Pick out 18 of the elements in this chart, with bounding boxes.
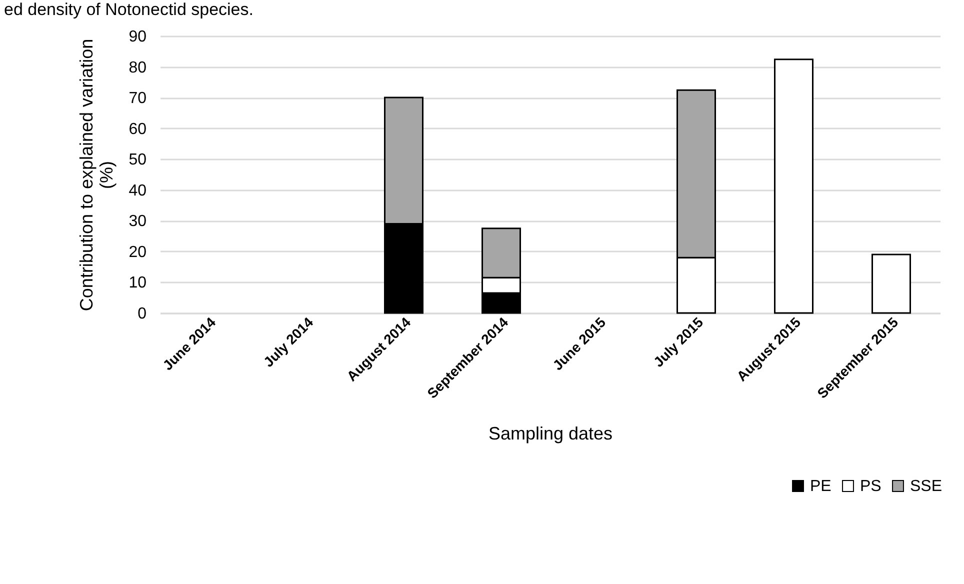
- bar: [872, 254, 911, 314]
- legend-label: PS: [860, 478, 882, 495]
- y-tick-label: 0: [138, 306, 147, 322]
- y-tick-label: 80: [128, 59, 147, 76]
- y-tick-label: 70: [128, 90, 147, 108]
- y-tick-label: 50: [128, 152, 147, 169]
- y-tick-label: 20: [128, 244, 147, 261]
- y-tick-label: 10: [128, 274, 147, 292]
- y-tick-label: 60: [128, 120, 147, 138]
- bar: [774, 58, 814, 314]
- x-axis-title: Sampling dates: [488, 423, 613, 444]
- chart-title: ed density of Notonectid species.: [4, 0, 254, 20]
- legend-label: SSE: [910, 478, 942, 495]
- y-tick-label: 90: [128, 28, 147, 46]
- y-tick-label: 40: [128, 182, 147, 200]
- y-tick-label: 30: [128, 213, 147, 230]
- legend-label: PE: [810, 478, 832, 495]
- y-axis-title: Contribution to explained variation (%): [76, 38, 117, 312]
